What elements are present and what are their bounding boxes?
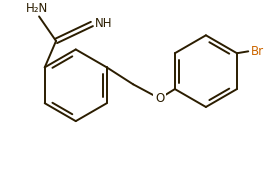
Text: O: O: [155, 92, 164, 105]
Text: H₂N: H₂N: [26, 1, 48, 15]
Text: Br: Br: [251, 45, 264, 58]
Text: NH: NH: [95, 18, 112, 31]
